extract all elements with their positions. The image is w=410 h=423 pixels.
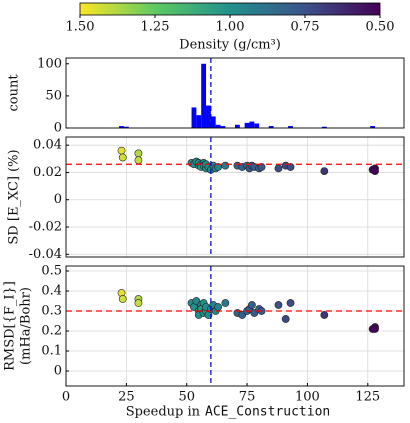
x-axis-label: ACE_Construction: [205, 405, 330, 420]
axes-frame: [65, 57, 405, 129]
y-tick-label: 0: [54, 121, 62, 136]
bar: [370, 126, 376, 128]
panel: -0.04 -0.02 0 0.02 0.04 SD [E_XC] (%): [7, 136, 405, 262]
y-tick-label: 100: [37, 56, 62, 71]
colorbar-tick-label: 1.50: [66, 20, 95, 35]
point: [371, 167, 379, 175]
y-axis-label: SD [E_XC] (%): [7, 149, 22, 244]
point: [214, 303, 222, 311]
x-tick-label: 0: [62, 390, 70, 405]
y-tick-label: 0: [54, 364, 62, 379]
colorbar-label: Density (g/cm³): [179, 38, 281, 53]
x-tick-label: 25: [118, 390, 135, 405]
point: [320, 311, 329, 319]
point: [320, 167, 329, 175]
bar: [206, 105, 211, 128]
y-tick-label: 0.4: [41, 284, 62, 299]
x-axis-label: Speedup in: [126, 405, 201, 420]
y-tick-label: 0.04: [33, 138, 62, 153]
point: [286, 163, 295, 171]
x-tick-label: 50: [178, 390, 195, 405]
bar: [123, 126, 129, 128]
bar: [268, 126, 274, 128]
point: [221, 161, 230, 170]
bar: [196, 115, 202, 128]
point: [118, 295, 127, 303]
y-tick-label: 0.5: [41, 264, 62, 279]
bar: [321, 126, 327, 128]
y-tick-label: 0.2: [41, 324, 62, 339]
y-axis-label: RMSD[{F_I}]: [3, 281, 18, 371]
axes-frame: [65, 265, 405, 387]
point: [281, 315, 290, 323]
x-tick-label: 75: [239, 390, 256, 405]
y-tick-label: -0.02: [29, 220, 62, 235]
point: [274, 164, 283, 173]
bar: [210, 116, 216, 128]
y-tick-label: 0.1: [41, 344, 62, 359]
point: [221, 299, 230, 307]
bar: [201, 63, 207, 128]
panel: 0 50 100 count: [7, 56, 405, 136]
colorbar-tick-label: 0.75: [291, 20, 320, 35]
y-tick-label: 0.02: [33, 165, 62, 180]
colorbar-tick-label: 1.00: [216, 20, 245, 35]
point: [134, 156, 143, 165]
colorbar-tick-label: 0.50: [366, 20, 395, 35]
point: [134, 299, 143, 307]
point: [117, 146, 126, 155]
bar: [235, 124, 240, 128]
bar: [288, 126, 293, 128]
colorbar-tick-label: 1.25: [141, 20, 170, 35]
point: [134, 149, 143, 158]
point: [371, 325, 379, 333]
x-tick-label: 125: [355, 390, 380, 405]
point: [247, 301, 256, 309]
y-tick-label: -0.04: [29, 247, 62, 262]
point: [274, 301, 283, 309]
point: [118, 153, 127, 162]
y-axis-label: count: [7, 74, 22, 112]
y-tick-label: 0.3: [41, 304, 62, 319]
y-tick-label: 0: [54, 192, 62, 207]
panel: 0 0.1 0.2 0.3 0.4 0.5 RMSD[{F_I}] (mHa/Bohr) 0 25…: [3, 264, 405, 420]
point: [286, 299, 295, 307]
bar: [215, 124, 221, 128]
bar: [249, 121, 255, 128]
bar: [220, 126, 226, 128]
point: [257, 163, 266, 171]
bar: [119, 126, 124, 128]
bar: [244, 122, 250, 128]
y-axis-label: (mHa/Bohr): [19, 287, 34, 365]
bar: [254, 123, 260, 128]
bar: [191, 107, 197, 128]
axes-frame: [65, 136, 405, 258]
y-tick-label: 50: [45, 88, 62, 103]
x-tick-label: 100: [295, 390, 320, 405]
colorbar: [79, 2, 381, 16]
